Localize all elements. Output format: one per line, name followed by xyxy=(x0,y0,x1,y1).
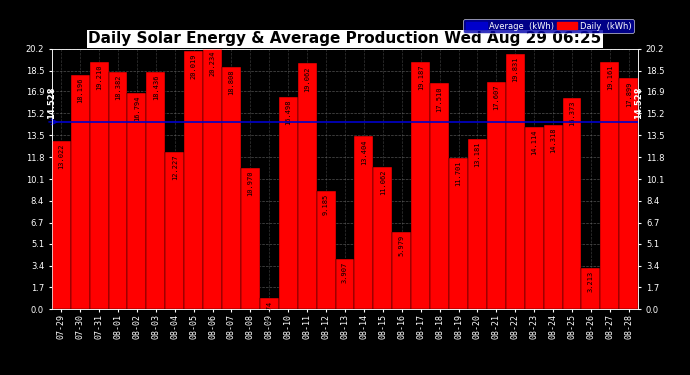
Bar xyxy=(411,62,430,309)
Text: 19.161: 19.161 xyxy=(607,65,613,90)
Bar xyxy=(600,62,620,309)
Bar xyxy=(468,139,487,309)
Bar xyxy=(430,84,449,309)
Text: 11.062: 11.062 xyxy=(380,169,386,195)
Bar xyxy=(393,232,411,309)
Bar xyxy=(241,168,260,309)
Bar xyxy=(222,67,241,309)
Bar xyxy=(128,93,146,309)
Text: 19.831: 19.831 xyxy=(512,56,518,82)
Text: 18.808: 18.808 xyxy=(228,69,235,95)
Text: 13.404: 13.404 xyxy=(361,139,367,165)
Bar xyxy=(506,54,524,309)
Text: 19.062: 19.062 xyxy=(304,66,310,92)
Text: 16.498: 16.498 xyxy=(285,99,291,124)
Text: 13.181: 13.181 xyxy=(475,142,480,167)
Text: 19.187: 19.187 xyxy=(417,64,424,90)
Text: 3.213: 3.213 xyxy=(588,270,594,292)
Bar xyxy=(317,191,335,309)
Bar xyxy=(279,96,297,309)
Text: 3.907: 3.907 xyxy=(342,261,348,283)
Title: Daily Solar Energy & Average Production Wed Aug 29 06:25: Daily Solar Energy & Average Production … xyxy=(88,31,602,46)
Bar xyxy=(70,75,90,309)
Text: 5.979: 5.979 xyxy=(399,235,405,256)
Bar xyxy=(620,78,638,309)
Text: 18.436: 18.436 xyxy=(152,74,159,100)
Text: 18.382: 18.382 xyxy=(115,75,121,100)
Bar xyxy=(355,136,373,309)
Text: 9.185: 9.185 xyxy=(323,194,329,215)
Text: 11.701: 11.701 xyxy=(455,161,462,186)
Text: 0.874: 0.874 xyxy=(266,301,273,322)
Bar xyxy=(335,259,355,309)
Bar xyxy=(52,141,70,309)
Bar xyxy=(487,82,506,309)
Text: 14.318: 14.318 xyxy=(550,127,556,153)
Text: 20.019: 20.019 xyxy=(190,54,197,79)
Legend: Average  (kWh), Daily  (kWh): Average (kWh), Daily (kWh) xyxy=(463,19,634,33)
Bar xyxy=(108,72,128,309)
Text: 14.114: 14.114 xyxy=(531,130,538,155)
Text: 10.970: 10.970 xyxy=(248,170,253,196)
Text: 19.210: 19.210 xyxy=(96,64,102,90)
Bar xyxy=(146,72,166,309)
Bar xyxy=(203,48,222,309)
Text: 17.899: 17.899 xyxy=(626,81,632,106)
Text: 20.234: 20.234 xyxy=(210,51,215,76)
Text: Copyright 2012 Cartronics.com: Copyright 2012 Cartronics.com xyxy=(52,29,171,38)
Text: 13.022: 13.022 xyxy=(58,144,64,170)
Bar xyxy=(166,152,184,309)
Bar xyxy=(544,124,562,309)
Text: 14.528: 14.528 xyxy=(47,86,57,119)
Bar xyxy=(297,63,317,309)
Bar xyxy=(582,268,600,309)
Bar xyxy=(449,158,468,309)
Bar xyxy=(524,127,544,309)
Bar xyxy=(373,166,393,309)
Bar xyxy=(184,51,203,309)
Text: 16.794: 16.794 xyxy=(134,95,140,121)
Text: 17.607: 17.607 xyxy=(493,85,500,110)
Text: 16.373: 16.373 xyxy=(569,101,575,126)
Text: 12.227: 12.227 xyxy=(172,154,178,180)
Bar xyxy=(562,98,582,309)
Text: 14.528: 14.528 xyxy=(633,86,643,119)
Text: 17.510: 17.510 xyxy=(437,86,442,111)
Text: 18.196: 18.196 xyxy=(77,77,83,103)
Bar xyxy=(260,298,279,309)
Bar xyxy=(90,62,108,309)
